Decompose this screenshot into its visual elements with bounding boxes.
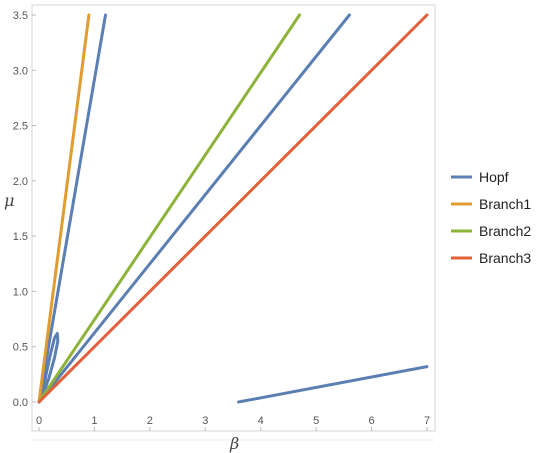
y-tick-label: 0.5	[13, 342, 28, 354]
y-axis-ticks: 0.0 0.5 1.0 1.5 2.0 2.5 3.0 3.5	[13, 10, 36, 409]
series-line-hopf-2	[38, 331, 60, 402]
series-line-hopf-0	[37, 13, 107, 404]
x-tick-label: 6	[369, 415, 375, 427]
y-axis-label: μ	[4, 191, 14, 210]
series-line-branch3-0	[37, 13, 429, 404]
x-tick-label: 3	[202, 415, 208, 427]
plot-frame	[31, 4, 436, 432]
y-tick-label: 1.0	[13, 286, 28, 298]
y-tick-label: 3.5	[13, 10, 28, 22]
y-tick-label: 2.5	[13, 121, 28, 133]
series-line-branch2-0	[37, 13, 301, 404]
legend-label-branch2: Branch2	[479, 223, 531, 239]
series-layer	[37, 13, 429, 404]
series-line-hopf-3	[237, 365, 429, 404]
y-tick-label: 0.0	[13, 397, 28, 409]
x-tick-label: 1	[91, 415, 97, 427]
x-tick-label: 5	[313, 415, 319, 427]
x-tick-label: 0	[36, 415, 42, 427]
series-line-branch1-0	[37, 13, 91, 404]
series-line-hopf-1	[37, 13, 351, 404]
y-tick-label: 2.0	[13, 176, 28, 188]
legend-label-branch3: Branch3	[479, 250, 531, 266]
x-axis-label: β	[229, 434, 239, 453]
x-tick-label: 2	[147, 415, 153, 427]
legend-label-hopf: Hopf	[479, 169, 509, 185]
x-axis-ticks: 0 1 2 3 4 5 6 7	[36, 415, 430, 431]
y-tick-label: 1.5	[13, 231, 28, 243]
y-tick-label: 3.0	[13, 65, 28, 77]
legend-label-branch1: Branch1	[479, 196, 531, 212]
x-tick-label: 4	[258, 415, 264, 427]
x-tick-label: 7	[424, 415, 430, 427]
legend: Hopf Branch1 Branch2 Branch3	[451, 169, 531, 266]
